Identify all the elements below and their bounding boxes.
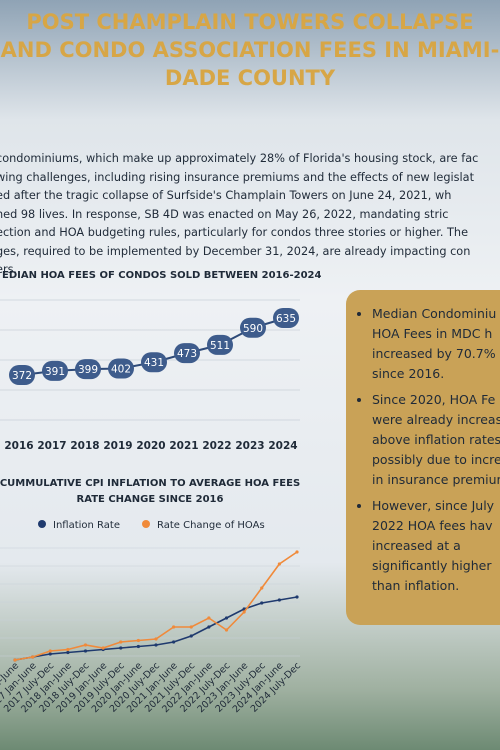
paragraph-line: condominiums, which make up approximatel…: [0, 152, 479, 165]
x-tick-label: 2020: [136, 440, 165, 452]
point: [154, 643, 158, 647]
value-label: 473: [177, 348, 197, 360]
point: [119, 640, 123, 644]
paragraph-line: ection and HOA budgeting rules, particul…: [0, 226, 469, 239]
x-tick-label: 2021: [169, 440, 198, 452]
x-tick-label: 2018: [70, 440, 99, 452]
bullet: However, since July 2022 HOA fees hav in…: [372, 496, 500, 596]
point: [207, 625, 211, 629]
point: [66, 647, 70, 652]
value-label: 402: [111, 363, 131, 375]
chart-title: EDIAN HOA FEES OF CONDOS SOLD BETWEEN 20…: [2, 270, 321, 281]
point: [295, 595, 299, 599]
point: [48, 652, 52, 656]
point: [295, 550, 299, 554]
point: [101, 646, 105, 650]
point: [42, 360, 68, 381]
chart-title-part: CUMMULATIVE CPI INFLATION TO AVERAGE HOA…: [0, 478, 300, 489]
point: [66, 650, 70, 655]
value-label: 431: [144, 357, 164, 369]
point: [277, 562, 281, 566]
point: [277, 598, 281, 602]
point: [240, 317, 266, 338]
x-tick-label: 2022: [202, 440, 231, 452]
chart-title-part: RATE CHANGE SINCE 2016: [77, 494, 224, 505]
point: [83, 643, 88, 647]
point: [108, 358, 134, 379]
legend-label: Inflation Rate: [53, 520, 120, 531]
point: [136, 638, 140, 643]
point: [273, 308, 299, 328]
bullet-box: Median Condominiu HOA Fees in MDC h incr…: [346, 290, 500, 625]
point: [48, 649, 52, 653]
point: [31, 655, 35, 659]
point: [119, 646, 123, 650]
paragraph-line: ed after the tragic collapse of Surfside…: [0, 189, 452, 202]
value-label: 590: [243, 323, 263, 335]
point: [260, 601, 264, 605]
paragraph-line: ges, required to be implemented by Decem…: [0, 244, 471, 258]
point: [207, 334, 233, 355]
point: [172, 640, 176, 644]
bullet: Since 2020, HOA Fe were already increas …: [372, 390, 500, 490]
point: [224, 616, 229, 620]
paragraph: condominiums, which make up approximatel…: [0, 150, 500, 280]
point: [141, 352, 167, 373]
point: [207, 616, 211, 620]
value-label: 399: [78, 364, 98, 376]
x-tick-label: 2019: [103, 440, 132, 452]
point: [260, 586, 264, 590]
bullet: Median Condominiu HOA Fees in MDC h incr…: [372, 304, 500, 384]
paragraph-line: ned 98 lives. In response, SB 4D was ena…: [0, 207, 449, 221]
title: POST CHAMPLAIN TOWERS COLLAPSE AND CONDO…: [0, 10, 500, 90]
value-label: 391: [45, 366, 65, 378]
x-tick-label: 2017: [37, 440, 66, 452]
paragraph-line: wing challenges, including rising insura…: [0, 170, 475, 184]
point: [174, 343, 200, 364]
x-tick-label: 2016: [4, 440, 33, 452]
legend-marker: [38, 520, 46, 528]
legend-marker: [142, 520, 150, 528]
x-tick-label: 2023: [235, 440, 264, 452]
chart-title: CUMMULATIVE CPI INFLATION TO AVERAGE HOA…: [0, 478, 300, 505]
paragraph-line: ers.: [0, 263, 18, 276]
point: [154, 637, 158, 641]
value-label: 372: [12, 370, 32, 382]
x-tick-label: 2024: [268, 440, 297, 452]
point: [136, 644, 140, 649]
point: [224, 628, 229, 632]
legend-label: Rate Change of HOAs: [157, 520, 265, 531]
point: [83, 649, 88, 653]
point: [13, 658, 17, 662]
point: [9, 365, 35, 385]
value-label: 511: [210, 340, 230, 352]
point: [189, 634, 193, 638]
point: [172, 625, 176, 629]
value-label: 635: [276, 313, 296, 325]
point: [189, 625, 193, 629]
point: [75, 359, 101, 380]
point: [242, 610, 246, 614]
